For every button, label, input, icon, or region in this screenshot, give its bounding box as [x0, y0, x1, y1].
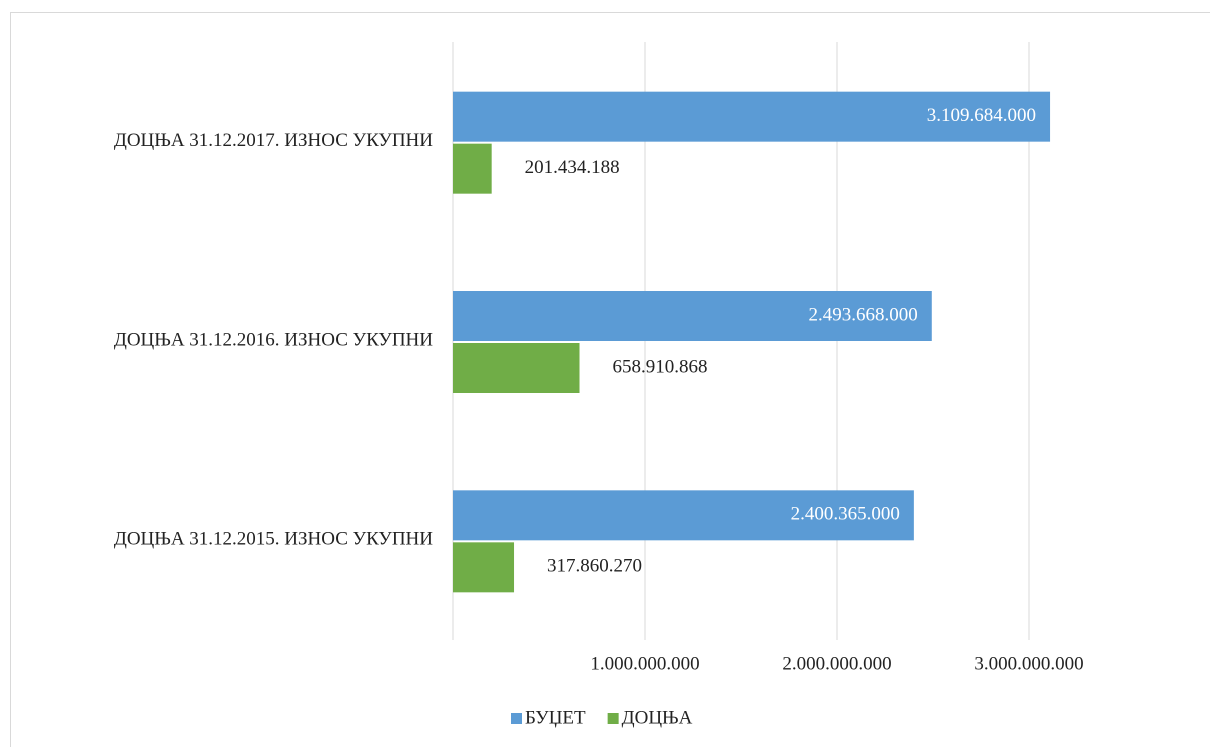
bar	[453, 91, 1051, 142]
y-tick-label: ДОЦЊА 31.12.2017. ИЗНОС УКУПНИ	[114, 130, 433, 151]
y-tick-label: ДОЦЊА 31.12.2015. ИЗНОС УКУПНИ	[114, 529, 433, 550]
value-label: 2.400.365.000	[791, 504, 900, 525]
bar	[453, 490, 914, 541]
value-label: 2.493.668.000	[809, 304, 918, 325]
value-label: 317.860.270	[547, 556, 642, 577]
x-tick-label: 1.000.000.000	[590, 653, 699, 674]
bar	[453, 143, 492, 194]
legend-label: БУЏЕТ	[525, 707, 586, 728]
value-label: 201.434.188	[525, 157, 620, 178]
value-label: 3.109.684.000	[927, 105, 1036, 126]
legend-label: ДОЦЊА	[622, 707, 693, 728]
x-tick-label: 3.000.000.000	[974, 653, 1083, 674]
legend-swatch	[511, 713, 522, 724]
legend-swatch	[607, 713, 619, 724]
bar	[453, 542, 515, 593]
y-tick-label: ДОЦЊА 31.12.2016. ИЗНОС УКУПНИ	[114, 329, 433, 350]
value-label: 658.910.868	[613, 356, 708, 377]
chart-border	[10, 12, 1210, 747]
x-tick-label: 2.000.000.000	[782, 653, 891, 674]
bar	[453, 291, 932, 341]
bar	[453, 343, 580, 393]
